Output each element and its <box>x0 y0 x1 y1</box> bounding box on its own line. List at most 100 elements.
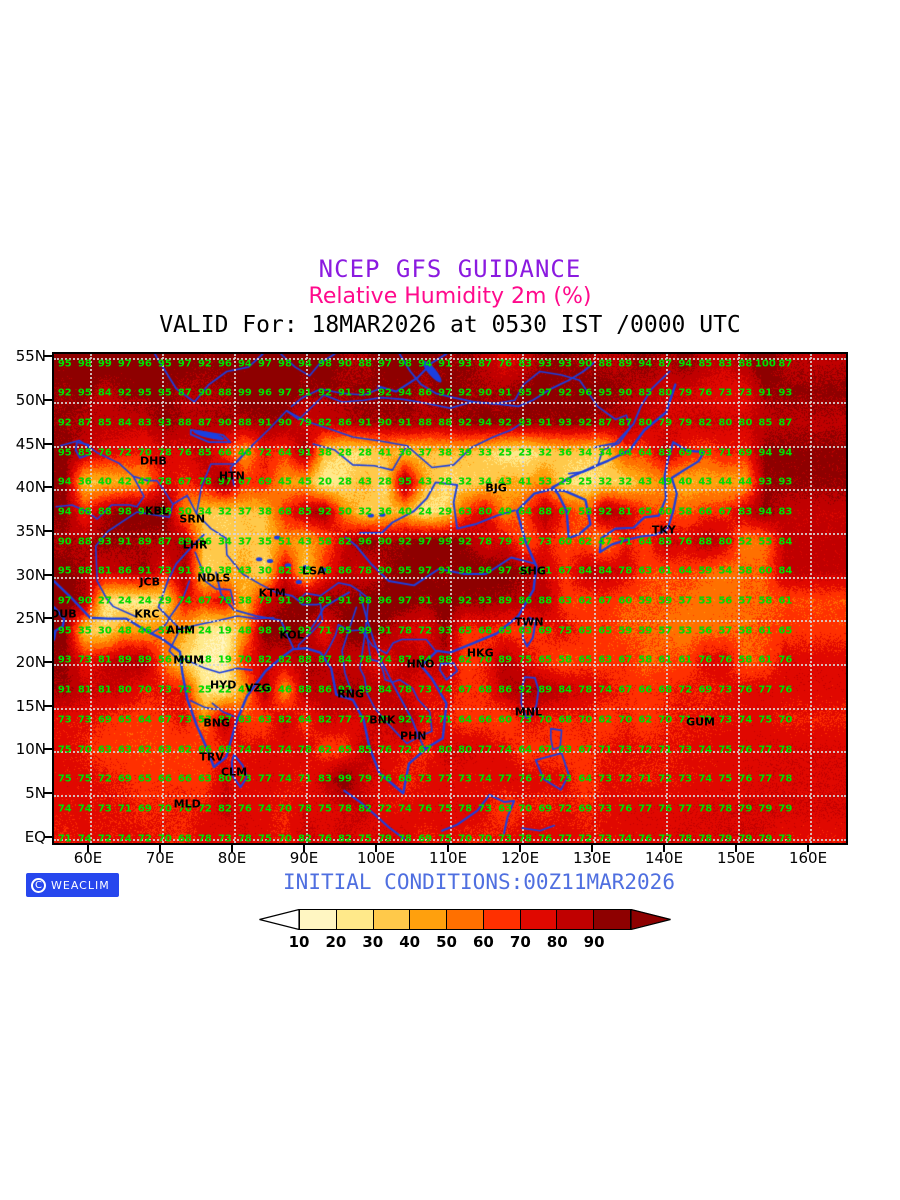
grid-value-label: 89 <box>137 536 152 548</box>
grid-value-label: 77 <box>658 833 673 845</box>
grid-value-label: 36 <box>378 506 393 518</box>
grid-value-label: 83 <box>658 447 673 459</box>
x-axis-label-90E: 90E <box>289 849 319 867</box>
grid-value-label: 64 <box>678 565 693 577</box>
city-label-ndls: NDLS <box>197 571 231 585</box>
grid-value-label: 67 <box>157 714 172 726</box>
grid-value-label: 68 <box>478 625 493 637</box>
grid-value-label: 99 <box>97 358 112 370</box>
grid-value-label: 73 <box>598 773 613 785</box>
grid-value-label: 65 <box>638 506 653 518</box>
grid-value-label: 69 <box>418 833 433 845</box>
x-axis-tick <box>375 845 377 852</box>
grid-value-label: 32 <box>598 476 613 488</box>
grid-value-label: 94 <box>478 417 493 429</box>
grid-value-label: 76 <box>518 773 533 785</box>
grid-value-label: 81 <box>77 684 92 696</box>
grid-value-label: 67 <box>578 744 593 756</box>
x-axis-tick <box>807 845 809 852</box>
grid-value-label: 90 <box>578 358 593 370</box>
grid-value-label: 93 <box>57 654 72 666</box>
grid-value-label: 94 <box>778 447 793 459</box>
grid-value-label: 79 <box>718 833 733 845</box>
grid-value-label: 77 <box>438 773 453 785</box>
city-label-ktm: KTM <box>258 586 286 600</box>
page-title-model: NCEP GFS GUIDANCE <box>318 255 582 283</box>
grid-value-label: 24 <box>197 625 212 637</box>
y-axis-label-25N: 25N <box>15 609 46 628</box>
grid-value-label: 30 <box>257 565 272 577</box>
grid-value-label: 65 <box>498 625 513 637</box>
grid-value-label: 72 <box>638 744 653 756</box>
grid-value-label: 73 <box>518 714 533 726</box>
grid-value-label: 70 <box>77 744 92 756</box>
grid-value-label: 91 <box>117 536 132 548</box>
y-axis-tick <box>44 573 52 576</box>
grid-value-label: 87 <box>157 536 172 548</box>
grid-value-label: 68 <box>177 833 192 845</box>
grid-value-label: 91 <box>498 387 513 399</box>
grid-value-label: 88 <box>298 654 312 666</box>
grid-value-label: 34 <box>598 447 613 459</box>
grid-value-label: 58 <box>758 595 773 607</box>
grid-value-label: 30 <box>97 625 112 637</box>
grid-value-label: 71 <box>438 714 453 726</box>
colorbar-over-cap <box>631 909 671 929</box>
grid-value-label: 75 <box>718 744 733 756</box>
city-label-jcb: JCB <box>139 575 161 589</box>
grid-value-label: 58 <box>738 625 753 637</box>
gridline-vertical <box>810 354 812 843</box>
grid-value-label: 80 <box>638 417 653 429</box>
x-axis-label-60E: 60E <box>73 849 103 867</box>
grid-value-label: 87 <box>658 358 673 370</box>
grid-value-label: 40 <box>97 476 112 488</box>
grid-value-label: 82 <box>278 565 292 577</box>
colorbar[interactable]: 10 20 30 40 50 60 70 80 90 <box>259 909 671 955</box>
city-label-srn: SRN <box>179 512 206 526</box>
gridline-vertical <box>378 354 380 843</box>
x-axis-tick <box>591 845 593 852</box>
grid-value-label: 63 <box>518 625 533 637</box>
city-label-twn: TWN <box>514 615 544 629</box>
grid-value-label: 85 <box>638 387 653 399</box>
grid-value-label: 91 <box>278 595 292 607</box>
grid-value-label: 80 <box>718 536 733 548</box>
x-axis-label-110E: 110E <box>428 849 468 867</box>
grid-value-label: 68 <box>658 684 673 696</box>
grid-value-label: 76 <box>97 447 112 459</box>
map-plot-area[interactable]: 95 98 99 97 96 95 97 92 96 94 97 98 94 98 90 88 97 98 94 91… <box>52 352 848 845</box>
grid-value-label: 78 <box>478 536 493 548</box>
grid-value-label: 78 <box>217 595 232 607</box>
grid-value-label: 78 <box>338 803 352 815</box>
grid-value-label: 88 <box>97 506 112 518</box>
grid-value-label: 91 <box>298 387 312 399</box>
grid-value-label: 94 <box>418 358 433 370</box>
grid-value-label: 97 <box>438 387 453 399</box>
grid-value-label: 90 <box>217 417 232 429</box>
grid-value-label: 63 <box>117 744 132 756</box>
grid-value-label: 79 <box>658 417 673 429</box>
grid-value-label: 72 <box>177 684 192 696</box>
grid-value-label: 69 <box>257 476 272 488</box>
grid-value-label: 98 <box>77 358 92 370</box>
grid-value-label: 98 <box>117 506 132 518</box>
grid-value-label: 38 <box>257 506 272 518</box>
grid-value-label: 96 <box>478 565 493 577</box>
grid-value-label: 76 <box>177 447 192 459</box>
grid-value-label: 53 <box>538 476 553 488</box>
y-axis-tick <box>44 530 52 532</box>
grid-value-label: 58 <box>738 654 753 666</box>
grid-value-label: 74 <box>618 833 633 845</box>
grid-value-label: 92 <box>338 684 352 696</box>
grid-value-label: 69 <box>698 684 713 696</box>
grid-value-label: 63 <box>157 744 172 756</box>
grid-value-label: 77 <box>338 714 352 726</box>
grid-value-label: 49 <box>498 506 513 518</box>
grid-value-label: 28 <box>378 476 393 488</box>
city-label-kol: KOL <box>279 628 304 642</box>
grid-value-label: 74 <box>378 654 393 666</box>
grid-value-label: 95 <box>57 565 72 577</box>
grid-value-label: 78 <box>197 476 212 488</box>
grid-value-label: 76 <box>778 654 793 666</box>
gridline-vertical <box>594 354 596 843</box>
